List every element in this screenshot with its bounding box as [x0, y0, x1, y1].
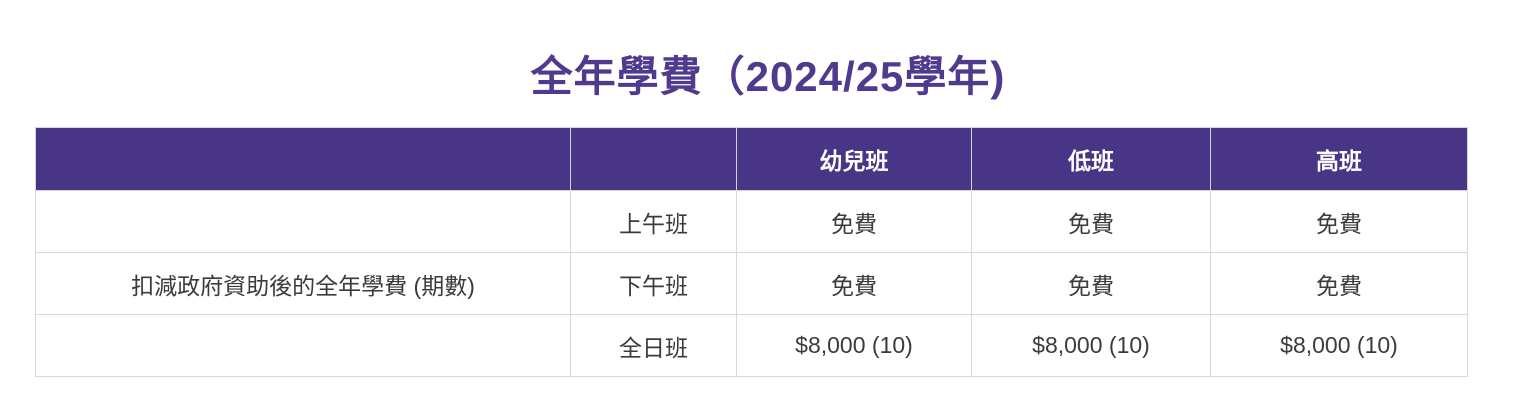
page-title: 全年學費（2024/25學年): [530, 53, 1006, 100]
session-cell-am: 上午班: [570, 190, 737, 253]
fee-cell-am-lower: 免費: [971, 190, 1211, 253]
table-row-am: 上午班 免費 免費 免費: [35, 190, 1468, 253]
fee-cell-am-upper: 免費: [1210, 190, 1468, 253]
header-cell-lower: 低班: [971, 127, 1211, 191]
fee-cell-am-nursery: 免費: [736, 190, 972, 253]
fee-cell-fullday-lower: $8,000 (10): [971, 314, 1211, 377]
fee-cell-fullday-nursery: $8,000 (10): [736, 314, 972, 377]
fee-cell-fullday-upper: $8,000 (10): [1210, 314, 1468, 377]
fee-cell-pm-upper: 免費: [1210, 252, 1468, 315]
header-cell-session: [570, 127, 737, 191]
tuition-fee-table: 幼兒班 低班 高班 上午班 免費 免費 免費 扣減政府資助後的全年學費 (期數)…: [35, 127, 1468, 377]
header-row: 幼兒班 低班 高班: [35, 127, 1468, 191]
header-cell-upper: 高班: [1210, 127, 1468, 191]
category-cell: [35, 314, 571, 377]
table-row-pm: 扣減政府資助後的全年學費 (期數) 下午班 免費 免費 免費: [35, 252, 1468, 315]
header-cell-category: [35, 127, 571, 191]
session-cell-fullday: 全日班: [570, 314, 737, 377]
category-cell-label: 扣減政府資助後的全年學費 (期數): [35, 252, 571, 315]
category-cell: [35, 190, 571, 253]
table-row-fullday: 全日班 $8,000 (10) $8,000 (10) $8,000 (10): [35, 314, 1468, 377]
fee-cell-pm-lower: 免費: [971, 252, 1211, 315]
fee-cell-pm-nursery: 免費: [736, 252, 972, 315]
session-cell-pm: 下午班: [570, 252, 737, 315]
header-cell-nursery: 幼兒班: [736, 127, 972, 191]
